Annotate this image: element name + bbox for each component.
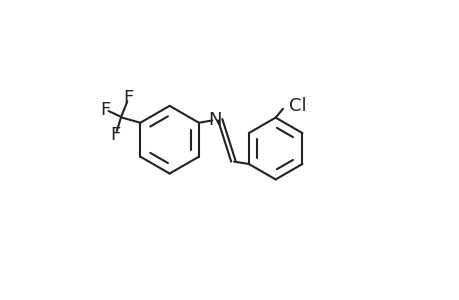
Text: N: N bbox=[208, 111, 221, 129]
Text: F: F bbox=[100, 100, 110, 118]
Text: F: F bbox=[123, 89, 134, 107]
Text: F: F bbox=[110, 125, 120, 143]
Text: Cl: Cl bbox=[288, 97, 306, 115]
